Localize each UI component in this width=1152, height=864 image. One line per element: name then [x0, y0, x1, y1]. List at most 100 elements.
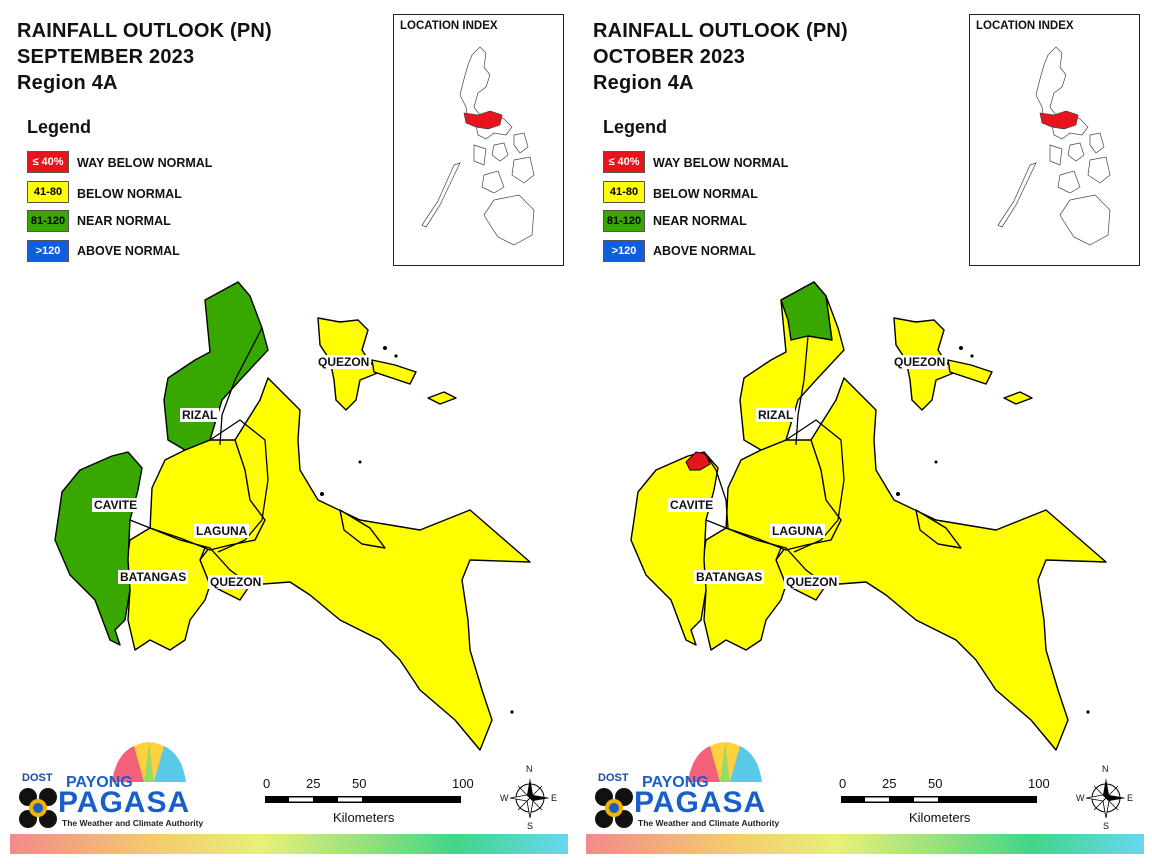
legend-swatch-near: 81-120: [603, 210, 645, 232]
compass-n: N: [526, 764, 533, 774]
dost-label: DOST: [22, 772, 53, 784]
legend-label-way-below: WAY BELOW NORMAL: [77, 156, 213, 170]
legend-swatch-above: >120: [27, 240, 69, 262]
region-4a-map: [630, 281, 1107, 751]
legend-label-below: BELOW NORMAL: [653, 187, 758, 201]
region-4a-map: [54, 281, 531, 751]
scale-tick-0: 0: [263, 776, 271, 791]
map-region: Region 4A: [17, 72, 118, 94]
label-cavite: CAVITE: [92, 498, 140, 512]
label-laguna: LAGUNA: [194, 524, 250, 538]
location-index-inset: LOCATION INDEX: [969, 14, 1140, 266]
scale-bar-graphic: [841, 796, 1037, 803]
outlook-panel-october: RAINFALL OUTLOOK (PN) OCTOBER 2023 Regio…: [576, 0, 1152, 864]
quezon-islet: [1003, 391, 1033, 405]
label-rizal: RIZAL: [180, 408, 220, 422]
map-title: RAINFALL OUTLOOK (PN): [17, 20, 272, 42]
map-month: SEPTEMBER 2023: [17, 46, 195, 68]
label-quezon-north: QUEZON: [316, 355, 372, 369]
legend-swatch-near: 81-120: [27, 210, 69, 232]
batangas-province: [124, 527, 211, 651]
umbrella-icon: [112, 742, 186, 782]
scale-bar: 0 25 50 100 Kilometers: [255, 776, 485, 826]
label-quezon-south: QUEZON: [784, 575, 840, 589]
philippines-inset-map: [997, 46, 1111, 246]
label-cavite: CAVITE: [668, 498, 716, 512]
legend-label-near: NEAR NORMAL: [77, 214, 171, 228]
bondoc-island: [339, 509, 386, 549]
scale-tick-50: 50: [928, 776, 943, 791]
scale-unit: Kilometers: [333, 810, 395, 825]
dost-seal-icon: [595, 788, 633, 828]
scale-tick-50: 50: [352, 776, 367, 791]
label-rizal: RIZAL: [756, 408, 796, 422]
legend-label-above: ABOVE NORMAL: [77, 244, 180, 258]
compass-w: W: [1076, 793, 1085, 803]
label-quezon-north: QUEZON: [892, 355, 948, 369]
compass-s: S: [527, 821, 534, 831]
batangas-province: [700, 527, 787, 651]
legend-swatch-way-below: ≤ 40%: [27, 151, 69, 173]
scale-unit: Kilometers: [909, 810, 971, 825]
map-month: OCTOBER 2023: [593, 46, 746, 68]
compass-w: W: [500, 793, 509, 803]
compass-rose-icon: [1085, 778, 1126, 819]
legend-swatch-below: 41-80: [27, 181, 69, 203]
outlook-panel-september: RAINFALL OUTLOOK (PN) SEPTEMBER 2023 Reg…: [10, 14, 568, 854]
scale-bar-graphic: [265, 796, 461, 803]
gradient-footer-bar: [586, 834, 1144, 854]
location-index-title: LOCATION INDEX: [400, 20, 498, 32]
payong-label: PAYONG: [642, 774, 709, 791]
label-quezon-south: QUEZON: [208, 575, 264, 589]
legend-label-near: NEAR NORMAL: [653, 214, 747, 228]
north-arrow: N S W E: [500, 764, 560, 839]
scale-tick-25: 25: [882, 776, 897, 791]
tagline: The Weather and Climate Authority: [62, 818, 204, 828]
location-index-inset: LOCATION INDEX: [393, 14, 564, 266]
philippines-inset-map: [421, 46, 535, 246]
legend-heading: Legend: [27, 117, 92, 137]
quezon-east-islands: [947, 359, 993, 385]
dost-label: DOST: [598, 772, 629, 784]
quezon-province-mainland: [199, 377, 531, 751]
pagasa-wordmark: PAGASA: [634, 786, 767, 819]
legend-swatch-above: >120: [603, 240, 645, 262]
map-title: RAINFALL OUTLOOK (PN): [593, 20, 848, 42]
cavite-red-patch: [685, 451, 711, 471]
north-arrow: N S W E: [1076, 764, 1136, 839]
pagasa-wordmark: PAGASA: [58, 786, 191, 819]
pagasa-logo: DOST PAYONG PAGASA The Weather and Clima…: [16, 740, 206, 835]
quezon-east-islands: [371, 359, 417, 385]
scale-tick-25: 25: [306, 776, 321, 791]
tagline: The Weather and Climate Authority: [638, 818, 780, 828]
label-batangas: BATANGAS: [694, 570, 765, 584]
compass-n: N: [1102, 764, 1109, 774]
scale-tick-0: 0: [839, 776, 847, 791]
label-batangas: BATANGAS: [118, 570, 189, 584]
legend-label-above: ABOVE NORMAL: [653, 244, 756, 258]
scale-tick-100: 100: [1028, 776, 1050, 791]
legend-swatch-below: 41-80: [603, 181, 645, 203]
gradient-footer-bar: [10, 834, 568, 854]
label-laguna: LAGUNA: [770, 524, 826, 538]
umbrella-icon: [688, 742, 762, 782]
map-region: Region 4A: [593, 72, 694, 94]
legend-label-way-below: WAY BELOW NORMAL: [653, 156, 789, 170]
compass-rose-icon: [509, 778, 550, 819]
scale-bar: 0 25 50 100 Kilometers: [831, 776, 1061, 826]
location-index-title: LOCATION INDEX: [976, 20, 1074, 32]
legend-swatch-way-below: ≤ 40%: [603, 151, 645, 173]
payong-label: PAYONG: [66, 774, 133, 791]
compass-e: E: [1127, 793, 1134, 803]
legend-heading: Legend: [603, 117, 668, 137]
bondoc-island: [915, 509, 962, 549]
legend-label-below: BELOW NORMAL: [77, 187, 182, 201]
compass-e: E: [551, 793, 558, 803]
scale-tick-100: 100: [452, 776, 474, 791]
dost-seal-icon: [19, 788, 57, 828]
compass-s: S: [1103, 821, 1110, 831]
north-tip-green: [780, 281, 833, 341]
quezon-province-mainland: [775, 377, 1107, 751]
pagasa-logo: DOST PAYONG PAGASA The Weather and Clima…: [592, 740, 782, 835]
quezon-islet: [427, 391, 457, 405]
